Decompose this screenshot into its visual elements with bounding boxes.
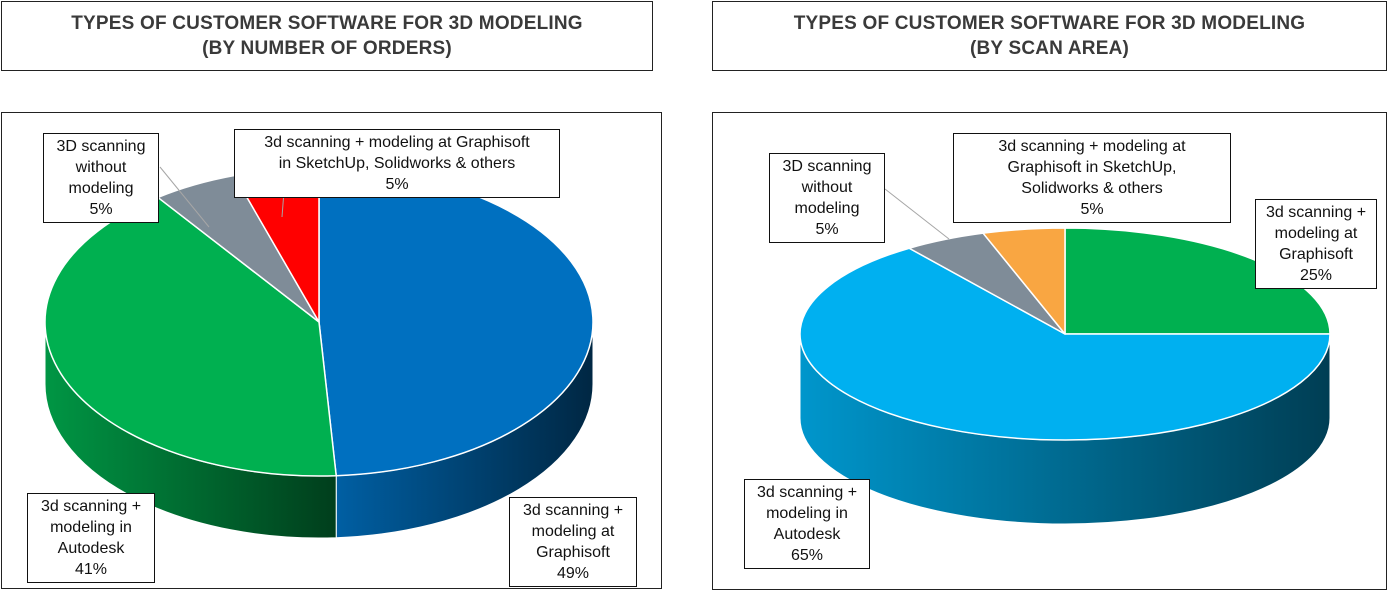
chart2-label-no-modeling-l2: without (801, 179, 853, 196)
chart1-label-autodesk-l2: modeling in (50, 519, 132, 536)
chart1-label-graphisoft: 3d scanning + modeling at Graphisoft 49% (509, 497, 637, 587)
chart1-label-no-modeling-l2: without (75, 159, 127, 176)
chart1-label-others-l1: 3d scanning + modeling at Graphisoft (264, 134, 530, 151)
chart2-slice-3d-scanning-modeling-in-autodesk (799, 247, 1331, 441)
chart2-label-graphisoft: 3d scanning + modeling at Graphisoft 25% (1255, 199, 1377, 289)
chart2-pie-top (799, 227, 1331, 441)
chart1-label-autodesk-pct: 41% (74, 561, 108, 578)
chart1-label-graphisoft-l1: 3d scanning + (522, 502, 624, 519)
chart1-label-no-modeling-pct: 5% (89, 201, 113, 218)
chart2-label-autodesk-l2: modeling in (766, 505, 848, 522)
chart2-slice-3d-scanning-modeling-at-graphisoft-in-sketchup-solidworks-others (982, 227, 1066, 335)
chart1-label-no-modeling-l1: 3D scanning (56, 138, 146, 155)
chart2-label-others-l2: Graphisoft in SketchUp, (1007, 159, 1177, 176)
chart1-label-graphisoft-l3: Graphisoft (536, 544, 610, 561)
chart1-label-others: 3d scanning + modeling at Graphisoft in … (234, 129, 560, 198)
chart2-slice-3d-scanning-modeling-at-graphisoft (1064, 227, 1331, 335)
chart1-title-line1: TYPES OF CUSTOMER SOFTWARE FOR 3D MODELI… (71, 13, 583, 34)
chart1-label-graphisoft-pct: 49% (556, 565, 590, 582)
chart2-label-graphisoft-l1: 3d scanning + (1265, 204, 1367, 221)
chart1-label-others-l2: in SketchUp, Solidworks & others (278, 155, 516, 172)
chart2-label-others: 3d scanning + modeling at Graphisoft in … (953, 133, 1231, 223)
chart2-label-others-l3: Solidworks & others (1021, 180, 1163, 197)
chart2-label-autodesk-l1: 3d scanning + (756, 484, 858, 501)
chart2-plot-area: 3D scanning without modeling 5% 3d scann… (712, 112, 1387, 590)
chart1-pie-svg (44, 166, 594, 539)
chart2-label-no-modeling-l3: modeling (794, 200, 860, 217)
chart1-plot-area: 3D scanning without modeling 5% 3d scann… (1, 112, 662, 589)
chart1-slice-3d-scanning-modeling-in-autodesk (44, 196, 337, 477)
chart2-label-graphisoft-pct: 25% (1299, 267, 1333, 284)
chart2-label-autodesk-pct: 65% (790, 547, 824, 564)
chart1-label-no-modeling-l3: modeling (68, 180, 134, 197)
chart2-label-graphisoft-l3: Graphisoft (1279, 246, 1353, 263)
chart2-label-autodesk: 3d scanning + modeling in Autodesk 65% (744, 479, 870, 569)
chart1-leader-line-0 (159, 166, 210, 228)
chart1-label-autodesk: 3d scanning + modeling in Autodesk 41% (27, 493, 155, 583)
chart1-label-no-modeling: 3D scanning without modeling 5% (43, 133, 159, 223)
chart2-title-line1: TYPES OF CUSTOMER SOFTWARE FOR 3D MODELI… (793, 13, 1306, 34)
chart2-label-no-modeling-l1: 3D scanning (782, 158, 872, 175)
chart1-label-others-pct: 5% (385, 176, 409, 193)
chart2-leader-line-0 (884, 188, 950, 240)
chart2-pie-svg (799, 188, 1331, 525)
chart1-label-autodesk-l3: Autodesk (57, 540, 125, 557)
chart1-label-autodesk-l1: 3d scanning + (40, 498, 142, 515)
chart2-label-others-l1: 3d scanning + modeling at (998, 138, 1186, 155)
chart2-label-autodesk-l3: Autodesk (773, 526, 841, 543)
chart2-label-no-modeling: 3D scanning without modeling 5% (769, 153, 885, 243)
chart1-pie-top (44, 167, 594, 477)
chart2-label-no-modeling-pct: 5% (815, 221, 839, 238)
chart1-title: TYPES OF CUSTOMER SOFTWARE FOR 3D MODELI… (1, 1, 653, 71)
chart2-label-others-pct: 5% (1080, 201, 1104, 218)
chart2-label-graphisoft-l2: modeling at (1274, 225, 1358, 242)
chart2-title: TYPES OF CUSTOMER SOFTWARE FOR 3D MODELI… (712, 1, 1387, 71)
chart2-title-line2: (BY SCAN AREA) (969, 38, 1130, 59)
chart1-label-graphisoft-l2: modeling at (531, 523, 615, 540)
chart1-title-line2: (BY NUMBER OF ORDERS) (202, 38, 452, 59)
